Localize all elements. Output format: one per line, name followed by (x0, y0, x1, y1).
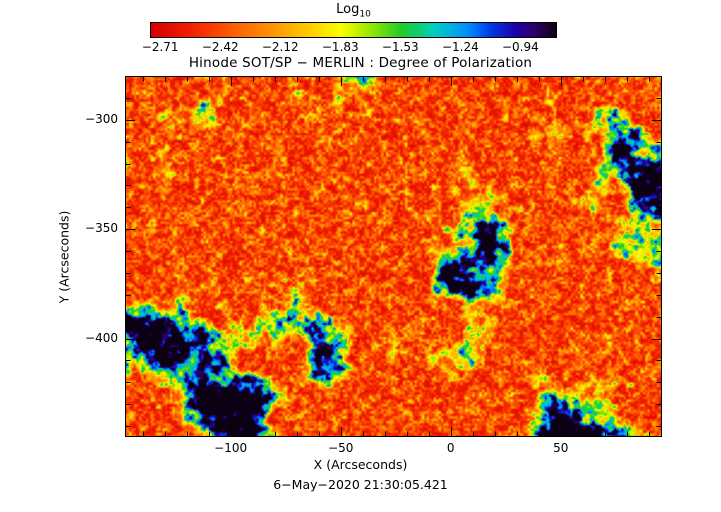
colorbar (150, 22, 557, 38)
x-axis-label: X (Arcseconds) (313, 457, 408, 472)
y-tick-label: −400 (85, 330, 118, 345)
colorbar-tick-label: −1.83 (321, 40, 359, 54)
y-tick-label: −350 (85, 221, 118, 236)
colorbar-tick-label: −2.42 (201, 40, 239, 54)
heatmap-canvas (125, 76, 662, 437)
x-tick-label: −100 (214, 441, 248, 455)
colorbar-scale-label: Log10 (150, 2, 557, 20)
colorbar-tick-label: −0.94 (501, 40, 539, 54)
heatmap-plot (125, 76, 662, 437)
x-tick-label: 0 (446, 441, 455, 455)
timestamp: 6−May−2020 21:30:05.421 (273, 477, 448, 492)
x-tick-label: 50 (553, 441, 569, 455)
colorbar-tick-label: −1.53 (381, 40, 419, 54)
colorbar-tick-label: −2.71 (141, 40, 179, 54)
colorbar-scale-subscript: 10 (359, 9, 371, 20)
colorbar-tick-label: −2.12 (261, 40, 299, 54)
y-tick-label: −300 (85, 111, 118, 126)
colorbar-scale-text: Log (336, 2, 360, 17)
plot-title: Hinode SOT/SP − MERLIN : Degree of Polar… (188, 55, 533, 71)
colorbar-ticks: −2.71 −2.42 −2.12 −1.83 −1.53 −1.24 −0.94 (142, 40, 557, 55)
x-tick-label: −50 (328, 441, 354, 455)
colorbar-tick-label: −1.24 (441, 40, 479, 54)
